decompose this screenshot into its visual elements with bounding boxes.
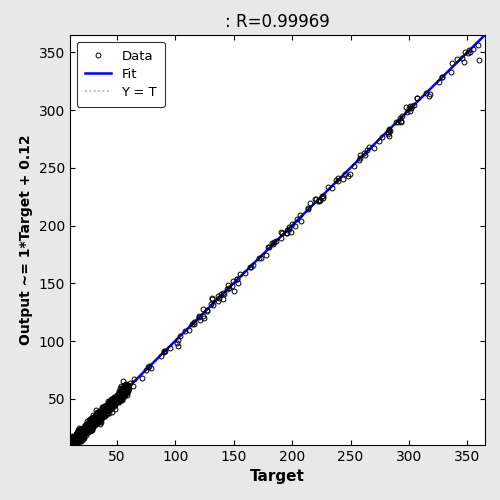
Legend: Data, Fit, Y = T: Data, Fit, Y = T — [76, 42, 165, 107]
X-axis label: Target: Target — [250, 470, 305, 484]
Title: : R=0.99969: : R=0.99969 — [225, 12, 330, 30]
Data — [461, 58, 467, 64]
Data — [72, 438, 78, 444]
Data — [106, 404, 112, 409]
Line: Data: Data — [68, 42, 482, 452]
Data — [116, 398, 122, 404]
Data — [398, 120, 404, 126]
Data — [476, 58, 482, 64]
Data — [102, 406, 108, 411]
Y-axis label: Output ~= 1*Target + 0.12: Output ~= 1*Target + 0.12 — [19, 134, 33, 346]
Data — [107, 404, 113, 409]
Data — [68, 446, 73, 452]
Data — [475, 42, 481, 48]
